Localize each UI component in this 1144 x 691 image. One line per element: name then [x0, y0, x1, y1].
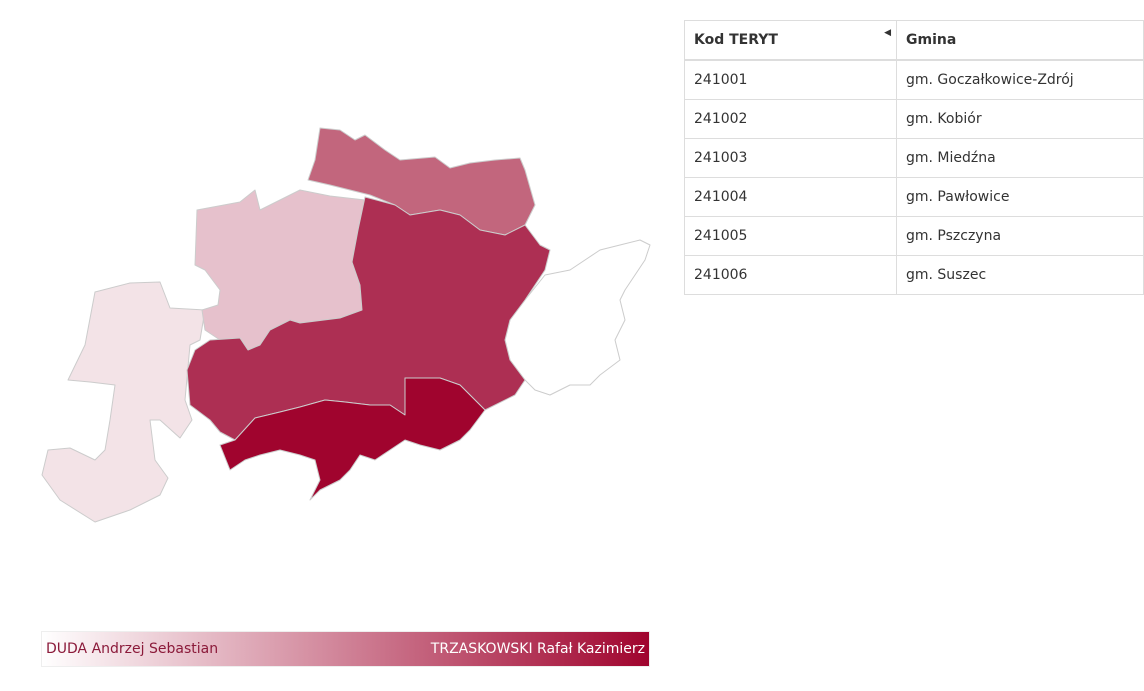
table-cell: 241001 [684, 59, 897, 100]
legend-high: TRZASKOWSKI Rafał Kazimierz [430, 641, 645, 657]
table-cell: 241006 [684, 255, 897, 295]
table-cell: 241003 [684, 138, 897, 178]
table-cell: 241002 [684, 99, 897, 139]
column-header[interactable]: Gmina [896, 20, 1144, 61]
sort-arrow[interactable]: ◀ [884, 28, 891, 38]
table-body: 241001 gm. Goczałkowice-Zdrój 241002 gm. Ko… [684, 59, 1144, 295]
legend-low: DUDA Andrzej Sebastian [46, 641, 219, 657]
table-cell: gm. Pawłowice [896, 177, 1144, 217]
table-row[interactable]: 241006 gm. Suszec [684, 255, 1144, 295]
column-header[interactable]: Kod TERYT ◀ [684, 20, 897, 61]
table-row[interactable]: 241003 gm. Miedźna [684, 138, 1144, 178]
table-cell: 241005 [684, 216, 897, 256]
table-cell: gm. Miedźna [896, 138, 1144, 178]
table-cell: gm. Kobiór [896, 99, 1144, 139]
region-suszec[interactable] [219, 377, 486, 501]
header-row: Kod TERYT ◀ Gmina [684, 20, 1144, 61]
region-miedzna[interactable] [307, 127, 536, 236]
table-row[interactable]: 241001 gm. Goczałkowice-Zdrój [684, 59, 1144, 100]
region-goczalkowice[interactable] [41, 281, 206, 523]
table-cell: gm. Goczałkowice-Zdrój [896, 59, 1144, 100]
results-table: Kod TERYT ◀ Gmina 241001 gm. Goczałkowice-… [684, 20, 1144, 295]
table-cell: 241004 [684, 177, 897, 217]
table-row[interactable]: 241004 gm. Pawłowice [684, 177, 1144, 217]
table-row[interactable]: 241002 gm. Kobiór [684, 99, 1144, 139]
table-row[interactable]: 241005 gm. Pszczyna [684, 216, 1144, 256]
table-cell: gm. Suszec [896, 255, 1144, 295]
table-cell: gm. Pszczyna [896, 216, 1144, 256]
color-legend: DUDA Andrzej Sebastian TRZASKOWSKI Rafał… [41, 631, 650, 667]
map [41, 127, 651, 523]
header-text: Kod TERYT [694, 32, 778, 48]
